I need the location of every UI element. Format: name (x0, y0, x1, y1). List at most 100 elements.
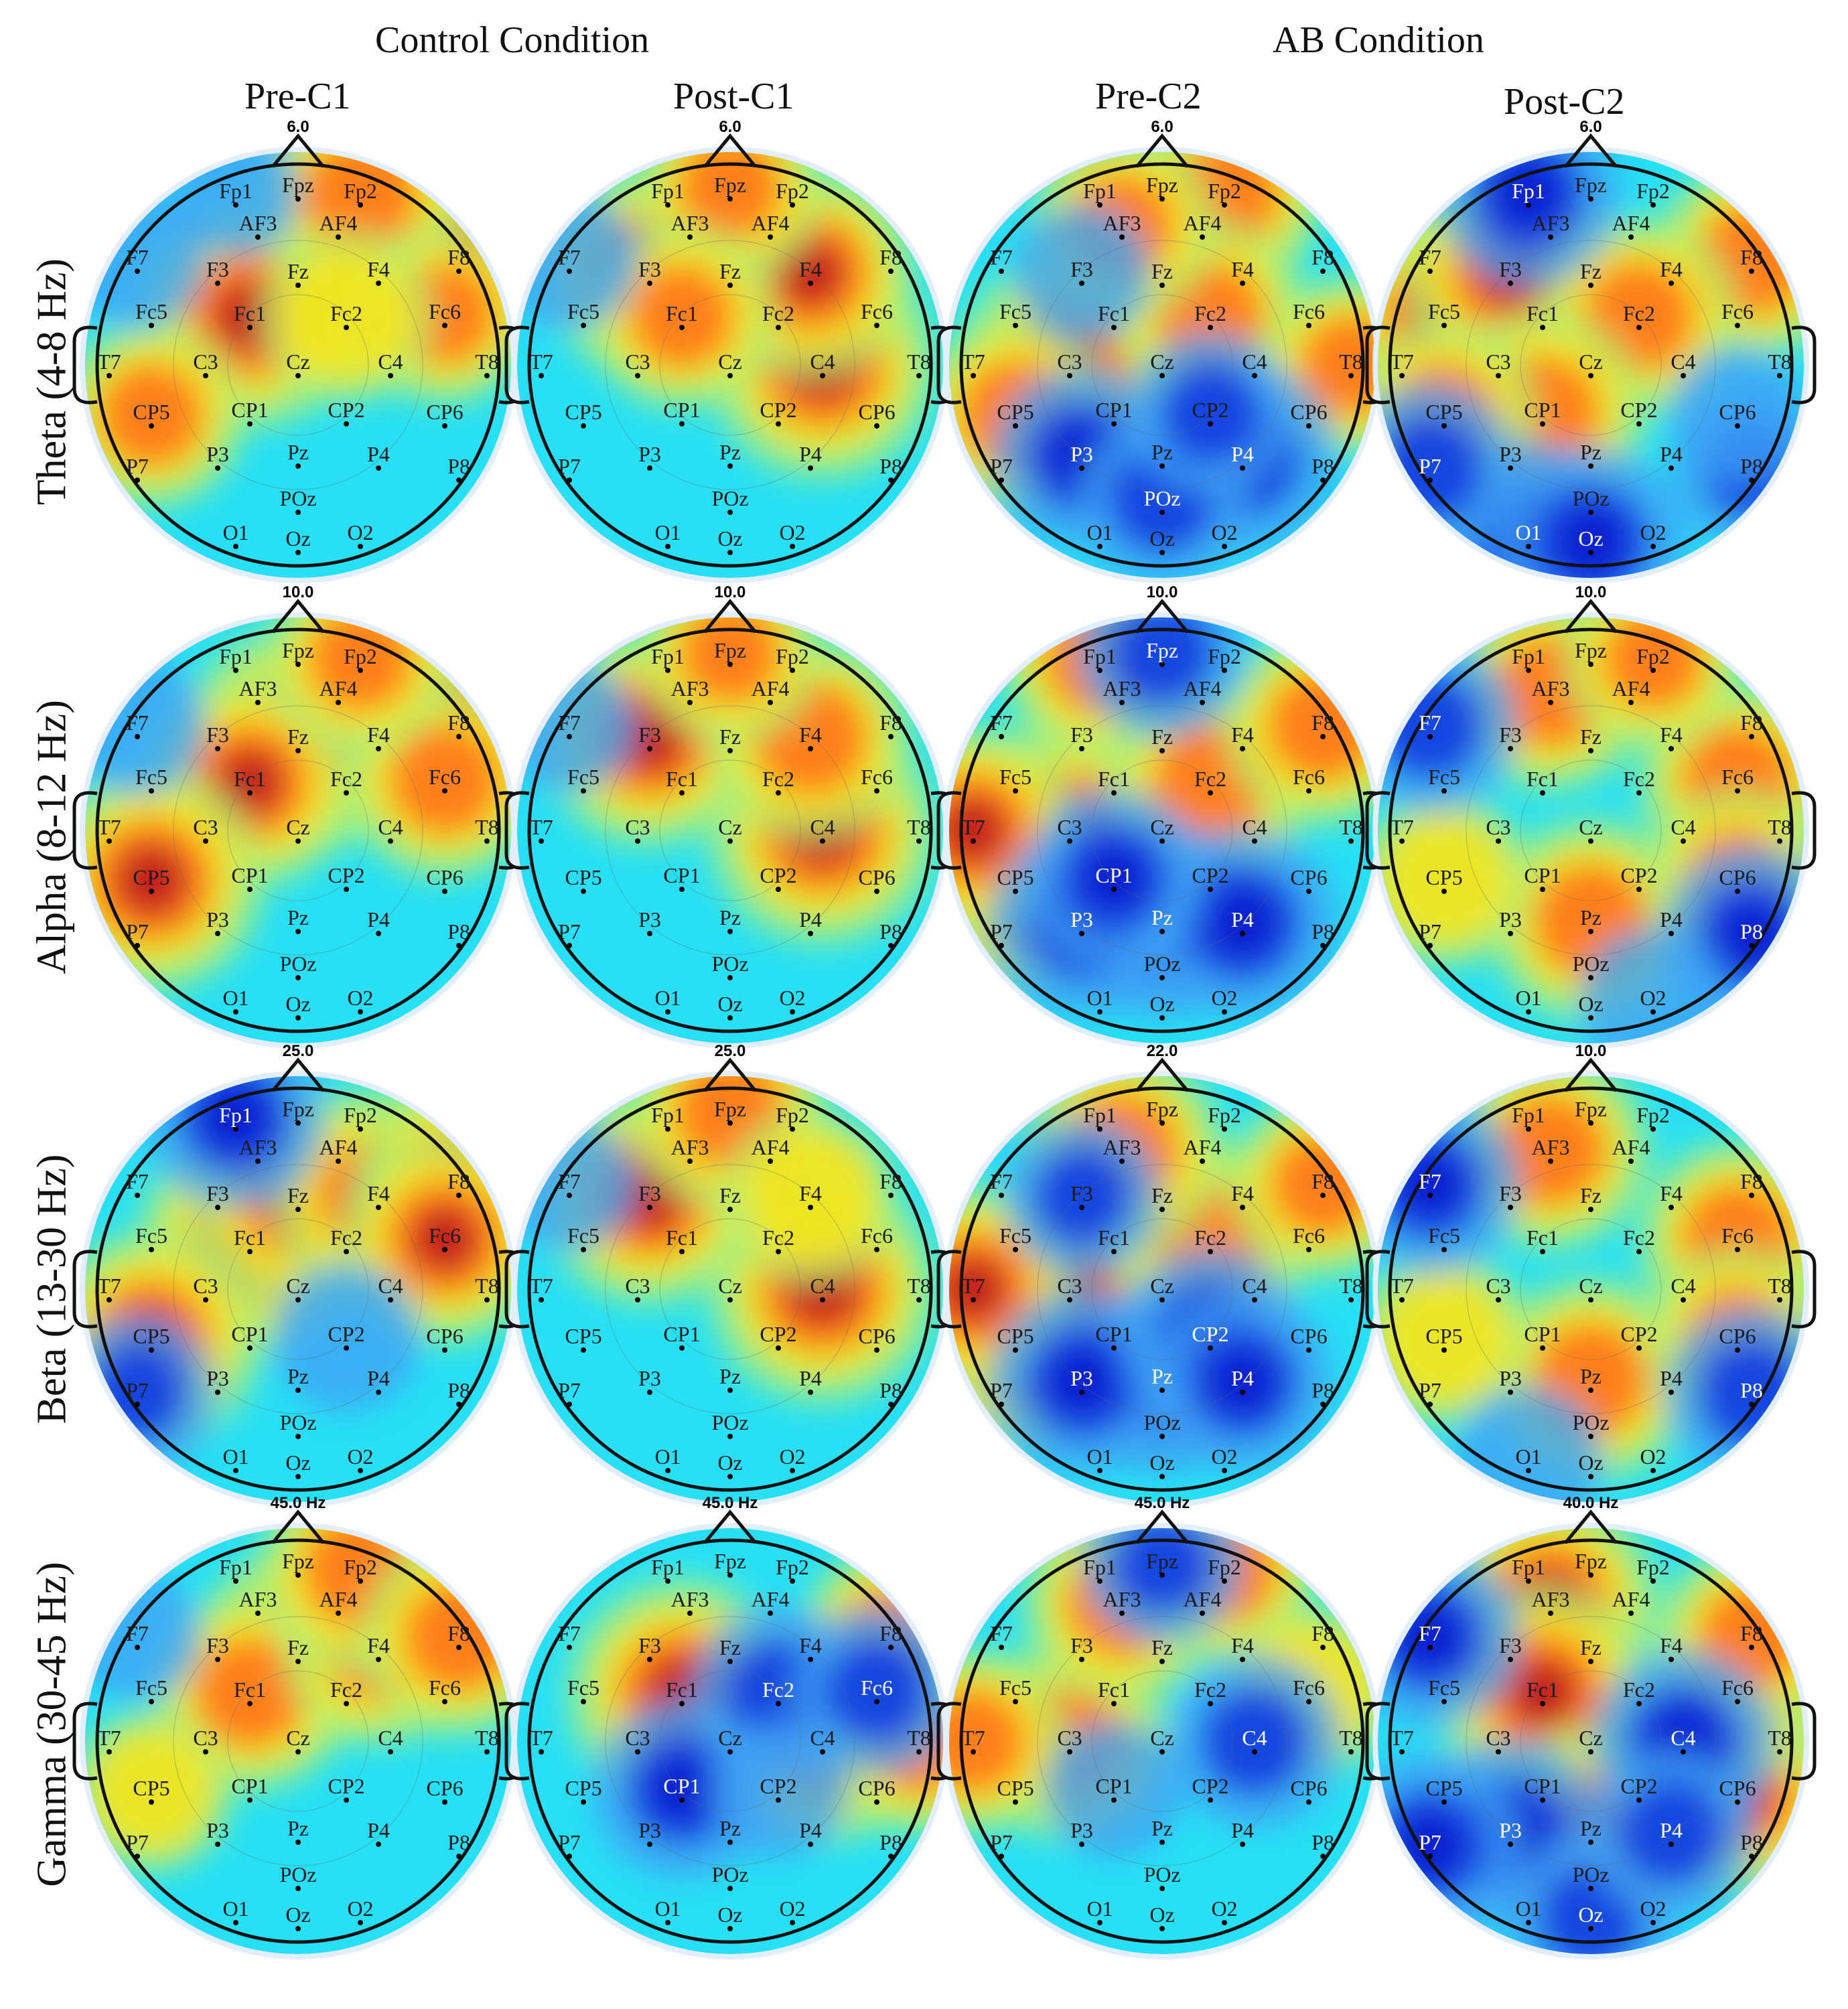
electrode-label-Cz: Cz (1150, 1726, 1174, 1750)
electrode-label-P8: P8 (879, 454, 902, 478)
electrode-label-CP1: CP1 (663, 1774, 700, 1798)
electrode-dot-AF4 (1628, 700, 1634, 705)
electrode-label-P7: P7 (558, 919, 581, 944)
electrode-dot-Fc1 (679, 1249, 685, 1254)
electrode-dot-P4 (1240, 1390, 1245, 1395)
electrode-label-Cz: Cz (286, 350, 310, 374)
electrode-label-O2: O2 (1211, 1896, 1237, 1921)
electrode-label-Fc1: Fc1 (234, 1678, 266, 1702)
electrode-label-Fpz: Fpz (1146, 173, 1178, 197)
electrode-label-Fpz: Fpz (1575, 1549, 1607, 1573)
electrode-dot-CP5 (149, 423, 154, 429)
electrode-dot-Fp1 (1526, 202, 1531, 208)
electrode-label-CP2: CP2 (1620, 398, 1657, 422)
electrode-label-Fc6: Fc6 (1721, 1223, 1754, 1248)
electrode-dot-Fpz (727, 196, 733, 202)
electrode-dot-Fz (1159, 748, 1165, 753)
electrode-label-F8: F8 (447, 1621, 470, 1645)
electrode-dot-Oz (1588, 1926, 1593, 1931)
electrode-label-P3: P3 (1499, 907, 1522, 932)
electrode-dot-O2 (790, 1468, 795, 1473)
electrode-dot-P7 (1427, 1402, 1433, 1407)
electrode-dot-Fpz (295, 196, 301, 202)
electrode-label-P4: P4 (799, 442, 822, 466)
nose (1564, 599, 1618, 634)
electrode-label-POz: POz (279, 1862, 316, 1886)
electrode-dot-CP6 (442, 423, 447, 429)
electrode-label-Fc2: Fc2 (1623, 767, 1655, 791)
activation-Fpz (678, 152, 782, 240)
electrode-dot-T7 (971, 1297, 976, 1303)
electrode-label-Fpz: Fpz (714, 173, 746, 197)
electrode-dot-C3 (1496, 1749, 1501, 1755)
electrode-dot-AF4 (768, 700, 773, 705)
electrode-label-AF3: AF3 (239, 1135, 277, 1159)
electrode-dot-P8 (888, 943, 894, 948)
electrode-label-CP1: CP1 (663, 863, 700, 887)
electrode-dot-Fp1 (1097, 1126, 1103, 1132)
freq-label: 6.0 (1579, 118, 1602, 136)
suppression-CP2 (1159, 362, 1261, 464)
electrode-label-Fc2: Fc2 (762, 1225, 794, 1250)
electrode-label-C3: C3 (193, 815, 218, 839)
electrode-label-POz: POz (1572, 486, 1609, 510)
electrode-label-POz: POz (279, 486, 316, 510)
electrode-label-Fc1: Fc1 (666, 301, 698, 325)
electrode-label-Fc1: Fc1 (1098, 1678, 1130, 1702)
electrode-label-P8: P8 (1311, 919, 1334, 944)
electrode-label-CP5: CP5 (997, 400, 1034, 424)
electrode-label-AF4: AF4 (1184, 1135, 1222, 1159)
electrode-dot-T8 (1348, 838, 1354, 844)
electrode-dot-P4 (1668, 1390, 1674, 1395)
electrode-label-CP1: CP1 (1524, 398, 1561, 422)
electrode-dot-T8 (916, 1297, 922, 1303)
electrode-dot-P4 (1240, 1842, 1245, 1847)
electrode-dot-F4 (376, 281, 381, 286)
electrode-dot-Fc2 (1636, 1249, 1642, 1254)
left-ear (936, 325, 962, 404)
electrode-label-P3: P3 (206, 1818, 229, 1842)
contour-line (605, 240, 855, 490)
electrode-dot-CP1 (1540, 421, 1545, 427)
electrode-label-Fpz: Fpz (1146, 1549, 1178, 1573)
contour-line (1037, 705, 1287, 956)
electrode-label-CP5: CP5 (565, 865, 601, 889)
electrode-label-CP2: CP2 (1620, 1774, 1657, 1798)
scalp-map (517, 152, 943, 578)
electrode-label-Fc6: Fc6 (861, 765, 893, 789)
topomap-2-1: 25.0 Fp1 Fpz Fp2 AF3 AF4 F7 F3 Fz F4 F8 Fc5 Fc1 Fc2 Fc… (504, 1042, 956, 1507)
electrode-label-P3: P3 (206, 442, 229, 466)
electrode-dot-P4 (808, 1842, 813, 1847)
electrode-label-T8: T8 (475, 1726, 499, 1750)
electrode-dot-P7 (135, 943, 140, 948)
electrode-dot-CP1 (1540, 1345, 1545, 1351)
electrode-dot-F3 (1508, 1205, 1513, 1210)
electrode-dot-AF4 (768, 234, 773, 240)
electrode-dot-Fp2 (358, 1578, 363, 1584)
electrode-dot-Fp1 (233, 1578, 238, 1584)
electrode-label-C4: C4 (378, 1274, 403, 1298)
topomap-3-3: 40.0 Hz Fp1 Fpz Fp2 AF3 AF4 F7 F3 Fz F4 F8 Fc5 Fc1 Fc… (1365, 1494, 1817, 1959)
electrode-dot-Fc6 (1306, 323, 1311, 328)
electrode-dot-F7 (567, 734, 572, 739)
electrode-dot-Cz (1588, 1297, 1593, 1303)
electrode-dot-Fp2 (1650, 668, 1656, 673)
electrode-label-Pz: Pz (1580, 1816, 1602, 1840)
freq-label: 45.0 Hz (1135, 1494, 1190, 1512)
electrode-label-Fz: Fz (1580, 1635, 1602, 1659)
electrode-dot-T8 (1777, 1297, 1782, 1303)
electrode-label-Fc5: Fc5 (567, 299, 599, 323)
electrode-label-C4: C4 (1242, 350, 1267, 374)
electrode-label-Fz: Fz (1151, 1635, 1173, 1659)
electrode-label-Fz: Fz (287, 1635, 309, 1659)
head-outline (95, 627, 501, 1033)
electrode-dot-CP1 (247, 1345, 253, 1351)
electrode-label-T8: T8 (475, 1274, 499, 1298)
electrode-label-C3: C3 (1486, 350, 1510, 374)
electrode-label-T7: T7 (961, 1274, 985, 1298)
electrode-dot-F7 (999, 269, 1004, 274)
nose (1135, 1057, 1189, 1092)
electrode-dot-CP6 (1735, 1347, 1740, 1353)
electrode-label-C4: C4 (810, 350, 835, 374)
topomap-2-2: 22.0 Fp1 Fpz Fp2 AF3 AF4 F7 F3 Fz F4 F8 Fc5 Fc1 Fc2 Fc… (936, 1042, 1388, 1507)
